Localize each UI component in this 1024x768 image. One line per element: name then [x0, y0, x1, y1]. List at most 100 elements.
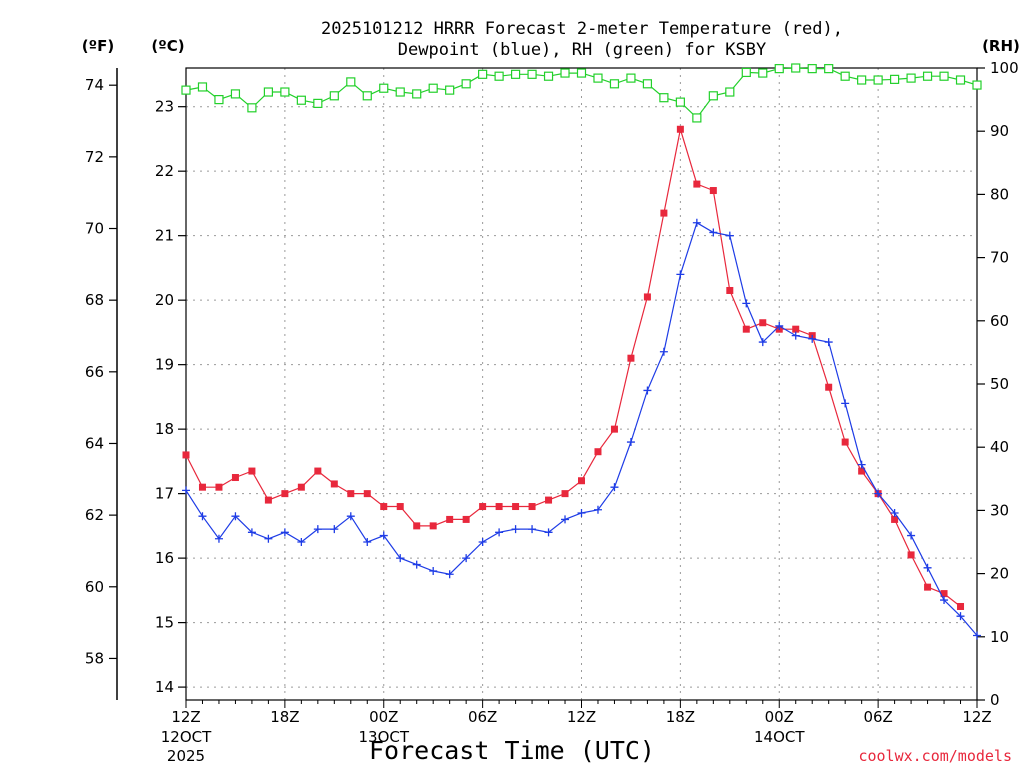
- 2-meter-temperature-point: [495, 503, 503, 511]
- 2-meter-temperature-point: [281, 490, 289, 498]
- dewpoint-point: [791, 331, 800, 340]
- dewpoint-point: [923, 563, 932, 572]
- dewpoint-point: [577, 508, 586, 517]
- rh-point: [329, 91, 339, 101]
- dewpoint-point: [429, 567, 438, 576]
- 2-meter-temperature-point: [594, 448, 602, 456]
- celsius-tick-label: 18: [155, 420, 174, 438]
- x-tick-label: 12Z: [567, 708, 596, 726]
- dewpoint-point: [709, 228, 718, 237]
- 2-meter-temperature-point: [479, 503, 487, 511]
- rh-point: [527, 69, 537, 79]
- fahrenheit-tick-label: 72: [85, 148, 104, 166]
- 2-meter-temperature-point: [462, 515, 470, 523]
- x-tick-date-label: 14OCT: [754, 728, 805, 746]
- fahrenheit-tick-label: 74: [85, 76, 104, 94]
- rh-point: [873, 75, 883, 85]
- chart-title-line2: Dewpoint (blue), RH (green) for KSBY: [398, 40, 766, 60]
- rh-point: [181, 85, 191, 95]
- 2-meter-temperature-point: [264, 496, 272, 504]
- fahrenheit-tick-label: 60: [85, 578, 104, 596]
- rh-point: [741, 67, 751, 78]
- x-tick-label: 12Z: [171, 708, 200, 726]
- rh-point: [807, 64, 817, 74]
- dewpoint-point: [396, 554, 405, 563]
- 2-meter-temperature-point: [907, 551, 915, 559]
- dewpoint-point: [593, 505, 602, 514]
- celsius-tick-label: 21: [155, 227, 174, 245]
- 2-meter-temperature-point: [330, 480, 338, 488]
- rh-point: [659, 93, 669, 103]
- dewpoint-point: [231, 512, 240, 521]
- dewpoint-point: [214, 534, 223, 543]
- 2-meter-temperature-point: [660, 209, 668, 217]
- 2-meter-temperature-point: [512, 503, 520, 511]
- rh-point: [675, 97, 685, 107]
- 2-meter-temperature-point: [363, 490, 371, 498]
- rh-point: [824, 64, 834, 74]
- x-tick-label: 18Z: [270, 708, 299, 726]
- fahrenheit-axis-ticks: 58 60 62 64 66 68 70 72 74: [85, 76, 117, 667]
- dewpoint-point: [511, 525, 520, 534]
- 2-meter-temperature-point: [643, 293, 651, 301]
- x-tick-date-label: 13OCT: [358, 728, 409, 746]
- dewpoint-point: [692, 218, 701, 227]
- rh-point: [445, 85, 455, 95]
- rh-point: [461, 79, 471, 89]
- 2-meter-temperature-point: [627, 354, 635, 362]
- dewpoint-point: [775, 321, 784, 330]
- dewpoint-point: [247, 528, 256, 537]
- series-layer: [181, 63, 982, 640]
- rh-point: [428, 83, 438, 93]
- x-tick-label: 12Z: [962, 708, 991, 726]
- watermark: coolwx.com/models: [858, 747, 1012, 765]
- fahrenheit-unit-label: (ºF): [82, 37, 114, 55]
- dewpoint-point: [857, 460, 866, 469]
- 2-meter-temperature-point: [676, 125, 684, 133]
- 2-meter-temperature-point: [314, 467, 322, 475]
- 2-meter-temperature-point: [759, 319, 767, 327]
- 2-meter-temperature-point: [891, 515, 899, 523]
- 2-meter-temperature-point: [610, 425, 618, 433]
- rh-point: [560, 68, 570, 78]
- rh-point: [890, 74, 900, 84]
- dewpoint-point: [725, 231, 734, 240]
- rh-point: [263, 87, 273, 97]
- rh-tick-label: 60: [990, 312, 1009, 330]
- rh-point: [395, 87, 405, 97]
- x-tick-label: 06Z: [468, 708, 497, 726]
- rh-point: [955, 75, 966, 85]
- 2-meter-temperature-point: [726, 286, 734, 294]
- rh-point: [296, 95, 306, 105]
- dewpoint-point: [346, 512, 355, 521]
- celsius-tick-label: 15: [155, 614, 174, 632]
- dewpoint-point: [973, 631, 981, 640]
- dewpoint-point: [462, 554, 471, 563]
- 2-meter-temperature-point: [429, 522, 437, 530]
- 2-meter-temperature-point: [578, 477, 585, 485]
- dewpoint-point: [956, 612, 965, 621]
- dewpoint-point: [198, 512, 207, 521]
- rh-tick-label: 90: [990, 122, 1009, 140]
- rh-point: [922, 71, 933, 81]
- x-tick-year-label: 2025: [167, 747, 205, 765]
- chart-title-line1: 2025101212 HRRR Forecast 2-meter Tempera…: [321, 19, 843, 39]
- dewpoint-point: [643, 386, 652, 395]
- celsius-tick-label: 23: [155, 98, 174, 116]
- dewpoint-point: [841, 399, 850, 408]
- dewpoint-point: [313, 525, 322, 534]
- dewpoint-point: [280, 528, 289, 537]
- rh-point: [840, 71, 850, 81]
- dewpoint-point: [874, 489, 883, 498]
- rh-point: [857, 75, 867, 85]
- rh-point: [214, 94, 224, 105]
- 2-meter-temperature-point: [396, 503, 404, 511]
- rh-tick-label: 70: [990, 249, 1009, 267]
- dewpoint-point: [561, 515, 570, 524]
- 2-meter-temperature-point: [957, 602, 965, 610]
- rh-tick-label: 50: [990, 375, 1009, 393]
- rh-point: [478, 69, 488, 79]
- 2-meter-temperature-point: [825, 383, 833, 391]
- rh-point: [576, 68, 587, 78]
